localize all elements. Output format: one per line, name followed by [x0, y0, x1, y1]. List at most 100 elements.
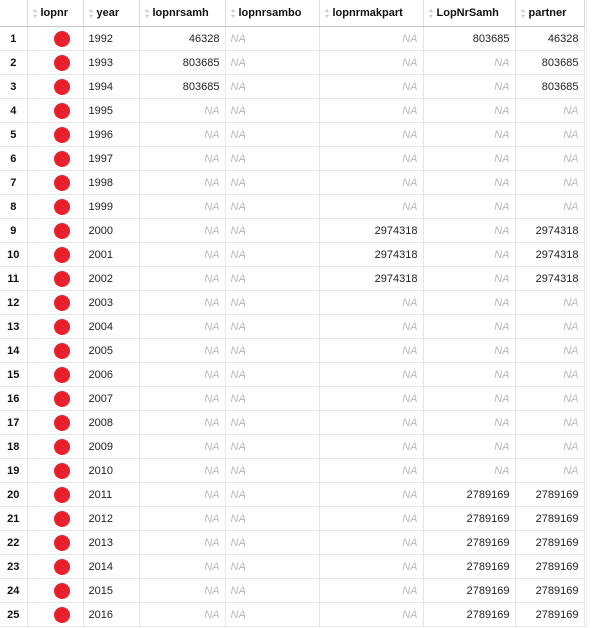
table-body: 1 1992 46328 NA NA 803685 46328 2 1993 803685 NA NA… — [0, 26, 585, 627]
column-header-lopnrsambo[interactable]: lopnrsambo — [225, 0, 320, 27]
table-row: 24 2015 NA NA NA 2789169 2789169 — [0, 578, 585, 603]
LopNrSamh-cell: NA — [423, 290, 516, 315]
lopnrsamh-cell: NA — [139, 146, 226, 171]
table-row: 8 1999 NA NA NA NA NA — [0, 194, 585, 219]
sort-icon — [144, 8, 150, 18]
partner-cell: NA — [515, 458, 585, 483]
red-circle-redaction-icon — [54, 270, 70, 287]
row-number: 19 — [0, 458, 28, 483]
red-circle-redaction-icon — [54, 438, 70, 455]
lopnr-cell — [27, 266, 84, 291]
year-cell: 2011 — [83, 482, 140, 507]
red-circle-redaction-icon — [54, 510, 70, 527]
column-header-lopnr[interactable]: lopnr — [27, 0, 84, 27]
row-number: 17 — [0, 410, 28, 435]
year-cell: 2003 — [83, 290, 140, 315]
lopnrmakpart-cell: NA — [319, 314, 424, 339]
lopnrsambo-cell: NA — [225, 554, 320, 579]
row-number: 2 — [0, 50, 28, 75]
table-row: 1 1992 46328 NA NA 803685 46328 — [0, 26, 585, 51]
lopnrmakpart-cell: NA — [319, 482, 424, 507]
lopnrsambo-cell: NA — [225, 218, 320, 243]
lopnrsambo-cell: NA — [225, 146, 320, 171]
LopNrSamh-cell: NA — [423, 122, 516, 147]
red-circle-redaction-icon — [54, 534, 70, 551]
lopnr-cell — [27, 386, 84, 411]
lopnr-cell — [27, 50, 84, 75]
lopnrsamh-cell: NA — [139, 266, 226, 291]
lopnrsamh-cell: NA — [139, 242, 226, 267]
LopNrSamh-cell: NA — [423, 314, 516, 339]
partner-cell: NA — [515, 194, 585, 219]
lopnr-cell — [27, 578, 84, 603]
vertical-scrollbar[interactable] — [586, 0, 599, 628]
lopnr-cell — [27, 410, 84, 435]
lopnrmakpart-cell: NA — [319, 26, 424, 51]
lopnr-cell — [27, 290, 84, 315]
LopNrSamh-cell: NA — [423, 242, 516, 267]
row-number: 8 — [0, 194, 28, 219]
partner-cell: NA — [515, 314, 585, 339]
column-header-partner[interactable]: partner — [515, 0, 585, 27]
lopnrsambo-cell: NA — [225, 506, 320, 531]
partner-cell: 803685 — [515, 50, 585, 75]
column-header-label: lopnrsamh — [152, 7, 209, 19]
LopNrSamh-cell: NA — [423, 362, 516, 387]
partner-cell: 803685 — [515, 74, 585, 99]
lopnr-cell — [27, 482, 84, 507]
column-header-LopNrSamh[interactable]: LopNrSamh — [423, 0, 516, 27]
LopNrSamh-cell: 2789169 — [423, 506, 516, 531]
red-circle-redaction-icon — [54, 222, 70, 239]
year-cell: 1993 — [83, 50, 140, 75]
lopnrmakpart-cell: NA — [319, 386, 424, 411]
row-number: 16 — [0, 386, 28, 411]
red-circle-redaction-icon — [54, 126, 70, 143]
lopnrsamh-cell: NA — [139, 290, 226, 315]
lopnrsamh-cell: NA — [139, 602, 226, 627]
lopnr-cell — [27, 218, 84, 243]
table-row: 13 2004 NA NA NA NA NA — [0, 314, 585, 339]
lopnrsambo-cell: NA — [225, 362, 320, 387]
lopnrsamh-cell: NA — [139, 122, 226, 147]
lopnrsambo-cell: NA — [225, 122, 320, 147]
partner-cell: 2789169 — [515, 554, 585, 579]
lopnrsambo-cell: NA — [225, 98, 320, 123]
lopnrsambo-cell: NA — [225, 194, 320, 219]
column-header-lopnrmakpart[interactable]: lopnrmakpart — [319, 0, 424, 27]
column-header-lopnrsamh[interactable]: lopnrsamh — [139, 0, 226, 27]
lopnr-cell — [27, 434, 84, 459]
table-row: 10 2001 NA NA 2974318 NA 2974318 — [0, 242, 585, 267]
table-row: 23 2014 NA NA NA 2789169 2789169 — [0, 554, 585, 579]
partner-cell: NA — [515, 386, 585, 411]
row-number: 22 — [0, 530, 28, 555]
partner-cell: NA — [515, 146, 585, 171]
lopnrmakpart-cell: NA — [319, 362, 424, 387]
lopnrmakpart-cell: 2974318 — [319, 242, 424, 267]
LopNrSamh-cell: 2789169 — [423, 530, 516, 555]
row-number: 3 — [0, 74, 28, 99]
lopnrsambo-cell: NA — [225, 74, 320, 99]
LopNrSamh-cell: 2789169 — [423, 554, 516, 579]
LopNrSamh-cell: 2789169 — [423, 602, 516, 627]
year-cell: 2010 — [83, 458, 140, 483]
lopnrsamh-cell: NA — [139, 98, 226, 123]
red-circle-redaction-icon — [54, 198, 70, 215]
column-header-year[interactable]: year — [83, 0, 140, 27]
lopnrmakpart-cell: NA — [319, 434, 424, 459]
red-circle-redaction-icon — [54, 582, 70, 599]
LopNrSamh-cell: NA — [423, 338, 516, 363]
column-header-label: lopnrsambo — [238, 7, 302, 19]
row-number: 9 — [0, 218, 28, 243]
partner-cell: NA — [515, 338, 585, 363]
year-cell: 1997 — [83, 146, 140, 171]
lopnrsambo-cell: NA — [225, 386, 320, 411]
LopNrSamh-cell: NA — [423, 410, 516, 435]
sort-icon — [230, 8, 236, 18]
year-cell: 1996 — [83, 122, 140, 147]
table-row: 16 2007 NA NA NA NA NA — [0, 386, 585, 411]
LopNrSamh-cell: NA — [423, 458, 516, 483]
table-row: 19 2010 NA NA NA NA NA — [0, 458, 585, 483]
partner-cell: 2789169 — [515, 506, 585, 531]
red-circle-redaction-icon — [54, 54, 70, 71]
lopnr-cell — [27, 554, 84, 579]
